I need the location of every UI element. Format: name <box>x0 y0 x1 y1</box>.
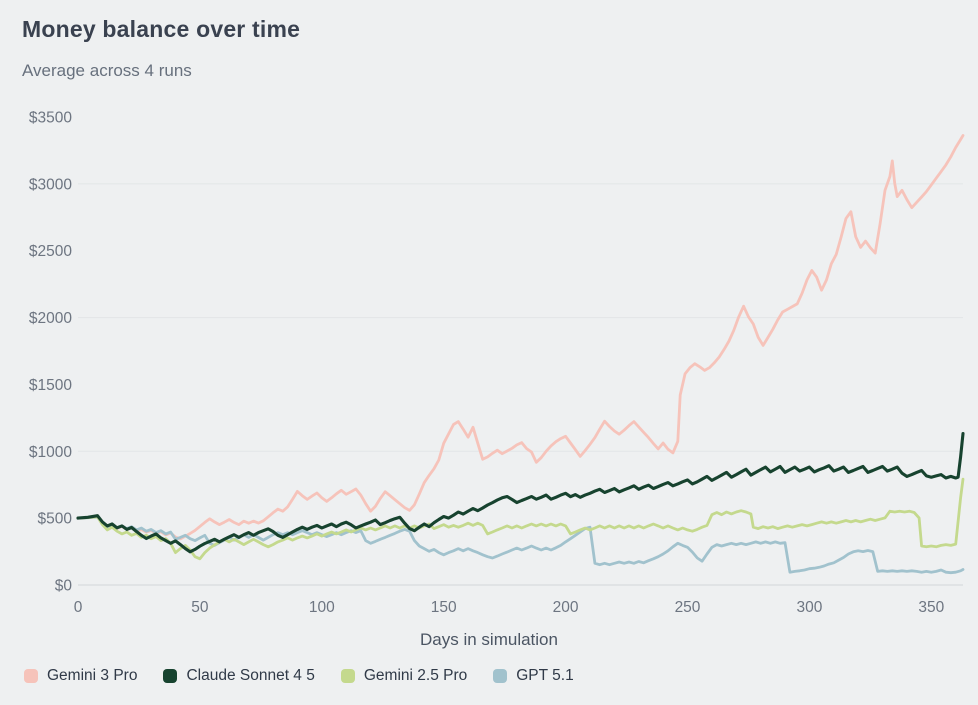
legend-label-gpt-5-1: GPT 5.1 <box>516 667 574 684</box>
chart-title: Money balance over time <box>22 16 301 42</box>
legend-item-gpt-5-1: GPT 5.1 <box>493 667 574 685</box>
y-tick-label: $2000 <box>29 310 72 327</box>
legend-item-gemini-3-pro: Gemini 3 Pro <box>24 667 137 685</box>
series-line-gemini-3-pro <box>76 134 965 541</box>
y-tick-label: $0 <box>55 578 73 595</box>
y-tick-label: $1000 <box>29 444 72 461</box>
x-tick-label: 100 <box>309 599 335 616</box>
x-tick-label: 150 <box>431 599 457 616</box>
chart-subtitle: Average across 4 runs <box>22 61 192 80</box>
x-tick-label: 350 <box>918 599 944 616</box>
legend-item-gemini-2-5-pro: Gemini 2.5 Pro <box>340 667 468 685</box>
legend-swatch-gpt-5-1 <box>493 669 508 683</box>
legend-swatch-gemini-3-pro <box>24 669 38 683</box>
y-tick-label: $2500 <box>29 243 72 260</box>
x-tick-label: 300 <box>796 599 822 616</box>
legend-label-gemini-3-pro: Gemini 3 Pro <box>47 667 138 684</box>
series-line-gemini-2-5-pro <box>76 477 965 561</box>
y-tick-label: $1500 <box>29 377 72 394</box>
legend-swatch-claude-sonnet-4-5 <box>163 669 178 683</box>
x-tick-label: 250 <box>675 599 701 616</box>
legend-swatch-gemini-2-5-pro <box>340 669 355 683</box>
x-tick-label: 200 <box>553 599 579 616</box>
chart-legend: Gemini 3 Pro Claude Sonnet 4 5 Gemini 2.5 … <box>24 667 574 685</box>
x-tick-label: 0 <box>74 599 83 616</box>
y-tick-label: $3000 <box>29 176 72 193</box>
legend-label-gemini-2-5-pro: Gemini 2.5 Pro <box>363 667 468 684</box>
y-tick-label: $3500 <box>29 110 72 127</box>
x-tick-label: 50 <box>191 599 209 616</box>
y-tick-label: $500 <box>38 511 73 528</box>
legend-label-claude-sonnet-4-5: Claude Sonnet 4 5 <box>186 667 315 684</box>
series-line-claude-sonnet-4-5 <box>76 432 965 554</box>
legend-item-claude-sonnet-4-5: Claude Sonnet 4 5 <box>163 667 315 685</box>
x-axis-label: Days in simulation <box>420 630 558 649</box>
series-line-gpt-5-1 <box>76 515 965 575</box>
